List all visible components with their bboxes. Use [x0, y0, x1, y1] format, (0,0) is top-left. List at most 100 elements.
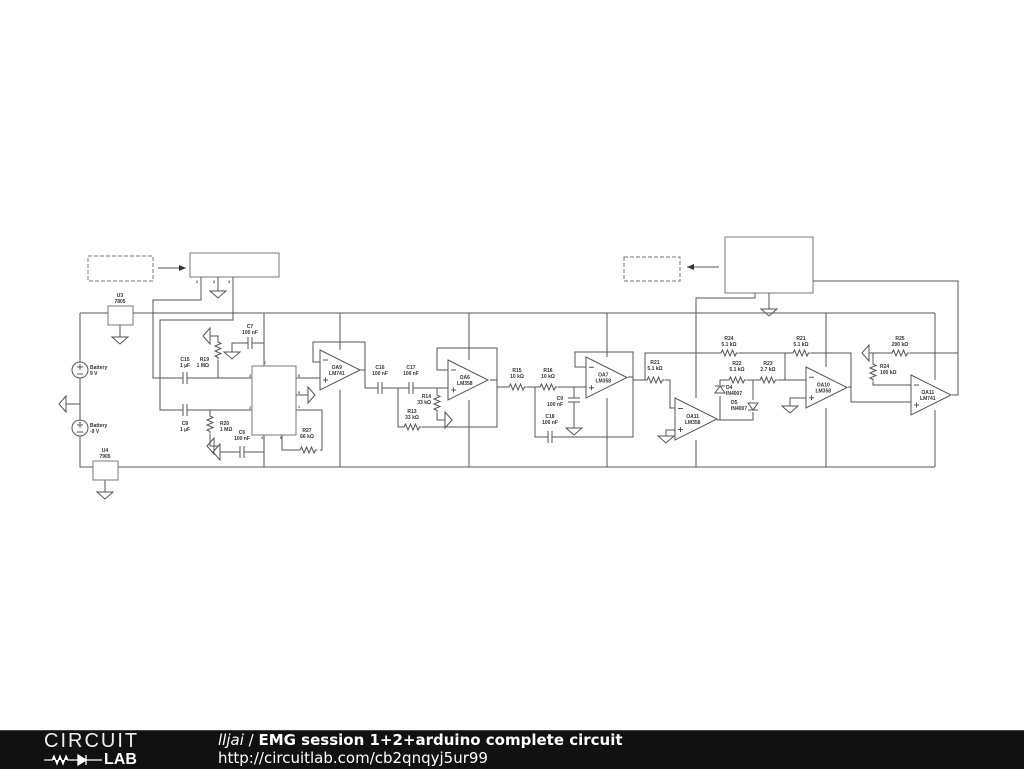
opamp-input-signs [589, 366, 594, 391]
opamp-input-signs [809, 376, 814, 401]
wire [717, 412, 754, 421]
resistor-value: 66 kΩ [300, 434, 314, 440]
capacitor-ref: C9 [557, 396, 564, 402]
resistor-symbol [791, 348, 811, 358]
capacitor-symbol [374, 382, 386, 394]
regulator-ref: U3 [117, 293, 124, 299]
emg-electrodes-box[interactable] [87, 255, 154, 282]
ground-symbol [861, 343, 873, 363]
circuit-url[interactable]: http://circuitlab.com/cb2qnqyj5ur99 [218, 749, 488, 767]
capacitor-value: 1 µF [180, 363, 190, 369]
ina126-pin-number: 7 [264, 361, 266, 365]
regulator-box[interactable] [92, 460, 119, 481]
author-link[interactable]: lljai [218, 731, 244, 749]
schematic-canvas: EMG ELECTRODESDB9 Female Breadboard Adap… [58, 236, 959, 500]
ground-icon [206, 436, 218, 456]
capacitor-ref: C8 [182, 421, 189, 427]
wire [574, 351, 634, 378]
circuitlab-logo[interactable]: CIRCUIT LAB [44, 731, 174, 769]
resistor-symbol [205, 414, 215, 434]
opamp-symbol [805, 366, 849, 409]
ground-icon [861, 343, 873, 363]
resistor-ref: R27 [302, 428, 311, 434]
ground-icon [780, 402, 800, 414]
ina126-pin-number: 2 [249, 406, 251, 410]
computer-box[interactable] [623, 256, 681, 282]
diode-ref: D4 [726, 385, 733, 391]
ground-icon [58, 394, 70, 414]
opamp-input-signs [678, 408, 683, 432]
ground-symbol [759, 305, 779, 317]
title-separator: / [243, 731, 259, 749]
resistor-ref: R21 [796, 336, 805, 342]
ground-symbol [202, 326, 214, 346]
wire [695, 293, 756, 313]
resistor-diode-logo-icon [44, 753, 102, 767]
regulator-box[interactable] [107, 305, 134, 326]
capacitor-ref: C6 [239, 430, 246, 436]
arrow-icon [158, 265, 186, 271]
ground-icon [656, 432, 676, 444]
ground-symbol [304, 385, 316, 405]
db9-pin-number: 4 [228, 280, 230, 284]
opamp-input-signs [323, 359, 328, 383]
ground-symbol [564, 424, 584, 436]
db9-pin-number: 2 [196, 280, 198, 284]
arduino-box[interactable] [724, 236, 814, 294]
capacitor-value: 100 nF [234, 436, 250, 442]
battery[interactable]: Battery-9 V [71, 419, 107, 437]
ground-symbol [212, 442, 224, 462]
resistor-ref: R21 [650, 360, 659, 366]
wires [70, 277, 959, 488]
capacitor-value: 100 nF [403, 371, 419, 377]
wire [534, 387, 544, 438]
db9-adaptor-box[interactable] [189, 252, 280, 278]
logo-text-lab: LAB [104, 751, 137, 768]
capacitor[interactable]: C81 µF [179, 404, 191, 433]
resistor-value: 5.1 kΩ [647, 366, 662, 372]
resistor-symbol [758, 375, 778, 385]
wire [811, 352, 852, 387]
resistor-value: 2.7 kΩ [760, 367, 775, 373]
wire [665, 429, 675, 432]
resistor-symbol [538, 382, 558, 392]
ground-icon [441, 410, 453, 430]
resistor-symbol [402, 422, 422, 432]
wire [556, 377, 634, 438]
opamp-value: LM358 [815, 389, 831, 395]
opamp-symbol [674, 397, 719, 441]
ina126-box[interactable] [251, 365, 297, 436]
ground-symbol [780, 402, 800, 414]
wire [397, 388, 402, 428]
